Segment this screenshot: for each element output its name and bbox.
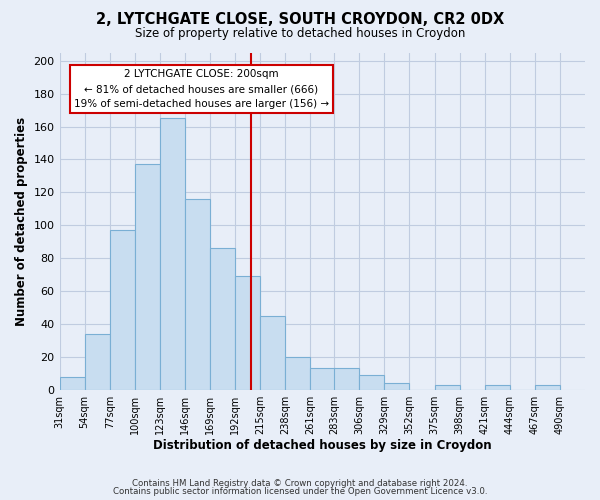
Bar xyxy=(285,357,310,390)
Bar xyxy=(85,334,110,390)
Text: 2, LYTCHGATE CLOSE, SOUTH CROYDON, CR2 0DX: 2, LYTCHGATE CLOSE, SOUTH CROYDON, CR2 0… xyxy=(96,12,504,28)
Bar xyxy=(160,118,185,390)
Bar xyxy=(260,316,285,390)
Bar xyxy=(434,385,460,390)
Bar xyxy=(310,368,335,390)
Bar xyxy=(485,385,510,390)
Bar xyxy=(535,385,560,390)
Bar xyxy=(210,248,235,390)
Text: Contains public sector information licensed under the Open Government Licence v3: Contains public sector information licen… xyxy=(113,487,487,496)
Y-axis label: Number of detached properties: Number of detached properties xyxy=(15,116,28,326)
Bar xyxy=(385,383,409,390)
Bar xyxy=(110,230,135,390)
Text: Size of property relative to detached houses in Croydon: Size of property relative to detached ho… xyxy=(135,28,465,40)
Text: 2 LYTCHGATE CLOSE: 200sqm
← 81% of detached houses are smaller (666)
19% of semi: 2 LYTCHGATE CLOSE: 200sqm ← 81% of detac… xyxy=(74,70,329,109)
Text: Contains HM Land Registry data © Crown copyright and database right 2024.: Contains HM Land Registry data © Crown c… xyxy=(132,478,468,488)
Bar xyxy=(185,199,210,390)
Bar xyxy=(359,375,385,390)
Bar xyxy=(135,164,160,390)
X-axis label: Distribution of detached houses by size in Croydon: Distribution of detached houses by size … xyxy=(153,440,491,452)
Bar xyxy=(235,276,260,390)
Bar xyxy=(334,368,359,390)
Bar xyxy=(59,376,85,390)
